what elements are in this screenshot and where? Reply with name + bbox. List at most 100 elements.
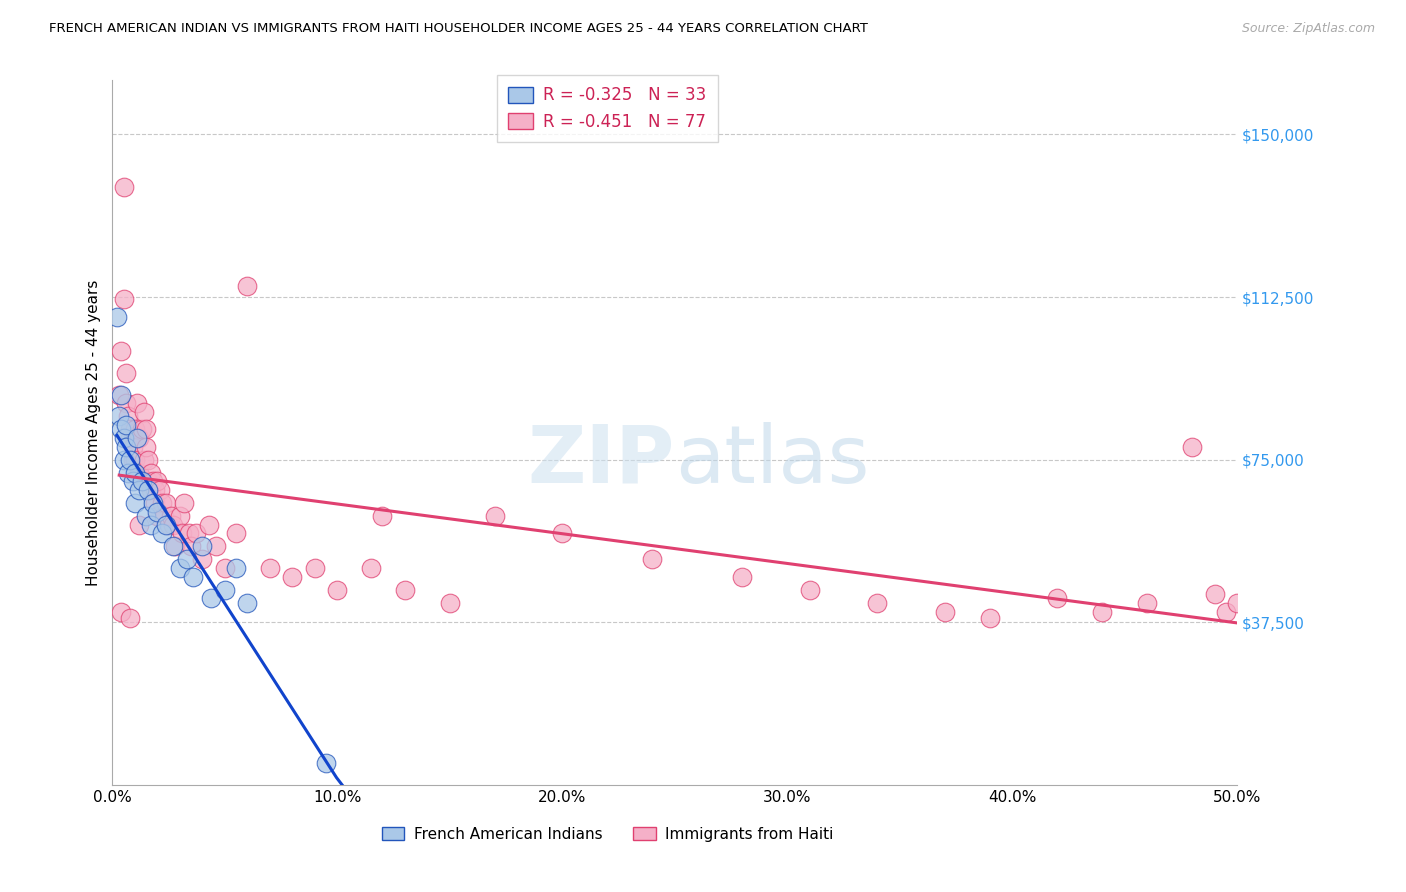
Point	[117, 409, 139, 424]
Point	[117, 466, 139, 480]
Point	[112, 431, 135, 445]
Point	[139, 517, 162, 532]
Point	[236, 596, 259, 610]
Point	[120, 611, 142, 625]
Point	[110, 605, 132, 619]
Point	[127, 431, 149, 445]
Y-axis label: Householder Income Ages 25 - 44 years: Householder Income Ages 25 - 44 years	[86, 279, 101, 586]
Point	[128, 466, 150, 480]
Point	[115, 366, 138, 380]
Point	[121, 475, 143, 489]
Point	[146, 509, 169, 524]
Point	[304, 561, 326, 575]
Point	[162, 540, 184, 554]
Point	[281, 570, 304, 584]
Point	[1046, 591, 1069, 606]
Text: atlas: atlas	[675, 422, 869, 500]
Point	[128, 431, 150, 445]
Point	[142, 496, 165, 510]
Point	[124, 466, 146, 480]
Point	[138, 452, 160, 467]
Point	[180, 540, 202, 554]
Point	[146, 505, 169, 519]
Point	[236, 279, 259, 293]
Point	[120, 422, 142, 436]
Point	[124, 452, 146, 467]
Legend: R = -0.325   N = 33, R = -0.451   N = 77: R = -0.325 N = 33, R = -0.451 N = 77	[496, 75, 718, 142]
Point	[112, 452, 135, 467]
Text: FRENCH AMERICAN INDIAN VS IMMIGRANTS FROM HAITI HOUSEHOLDER INCOME AGES 25 - 44 : FRENCH AMERICAN INDIAN VS IMMIGRANTS FRO…	[49, 22, 868, 36]
Point	[360, 561, 382, 575]
Point	[120, 431, 142, 445]
Point	[177, 526, 200, 541]
Point	[439, 596, 461, 610]
Point	[139, 466, 162, 480]
Point	[139, 483, 162, 497]
Point	[142, 475, 165, 489]
Point	[173, 496, 195, 510]
Point	[131, 475, 153, 489]
Text: ZIP: ZIP	[527, 422, 675, 500]
Point	[128, 483, 150, 497]
Point	[138, 483, 160, 497]
Point	[128, 517, 150, 532]
Point	[551, 526, 574, 541]
Point	[214, 561, 236, 575]
Point	[135, 422, 157, 436]
Point	[131, 475, 153, 489]
Point	[1181, 440, 1204, 454]
Point	[115, 396, 138, 410]
Point	[394, 582, 416, 597]
Point	[135, 509, 157, 524]
Point	[110, 422, 132, 436]
Point	[124, 496, 146, 510]
Point	[934, 605, 956, 619]
Point	[112, 293, 135, 307]
Point	[135, 440, 157, 454]
Point	[146, 475, 169, 489]
Text: Source: ZipAtlas.com: Source: ZipAtlas.com	[1241, 22, 1375, 36]
Point	[641, 552, 664, 566]
Point	[371, 509, 394, 524]
Point	[214, 582, 236, 597]
Point	[176, 552, 198, 566]
Point	[165, 540, 187, 554]
Point	[132, 405, 155, 419]
Point	[160, 509, 183, 524]
Point	[110, 344, 132, 359]
Point	[169, 561, 191, 575]
Point	[131, 422, 153, 436]
Point	[183, 570, 205, 584]
Point	[108, 409, 131, 424]
Point	[172, 526, 194, 541]
Point	[1136, 596, 1159, 610]
Point	[225, 561, 247, 575]
Point	[149, 483, 172, 497]
Point	[866, 596, 889, 610]
Point	[155, 517, 177, 532]
Point	[121, 452, 143, 467]
Point	[184, 526, 207, 541]
Point	[225, 526, 247, 541]
Point	[108, 387, 131, 401]
Point	[162, 517, 184, 532]
Point	[157, 517, 180, 532]
Point	[115, 417, 138, 432]
Point	[155, 496, 177, 510]
Point	[150, 526, 173, 541]
Point	[484, 509, 506, 524]
Point	[124, 422, 146, 436]
Point	[1204, 587, 1226, 601]
Point	[138, 475, 160, 489]
Point	[1091, 605, 1114, 619]
Point	[326, 582, 349, 597]
Point	[150, 496, 173, 510]
Point	[143, 483, 166, 497]
Point	[731, 570, 754, 584]
Point	[1215, 605, 1237, 619]
Point	[153, 509, 176, 524]
Point	[143, 496, 166, 510]
Point	[121, 440, 143, 454]
Point	[169, 509, 191, 524]
Point	[1226, 596, 1249, 610]
